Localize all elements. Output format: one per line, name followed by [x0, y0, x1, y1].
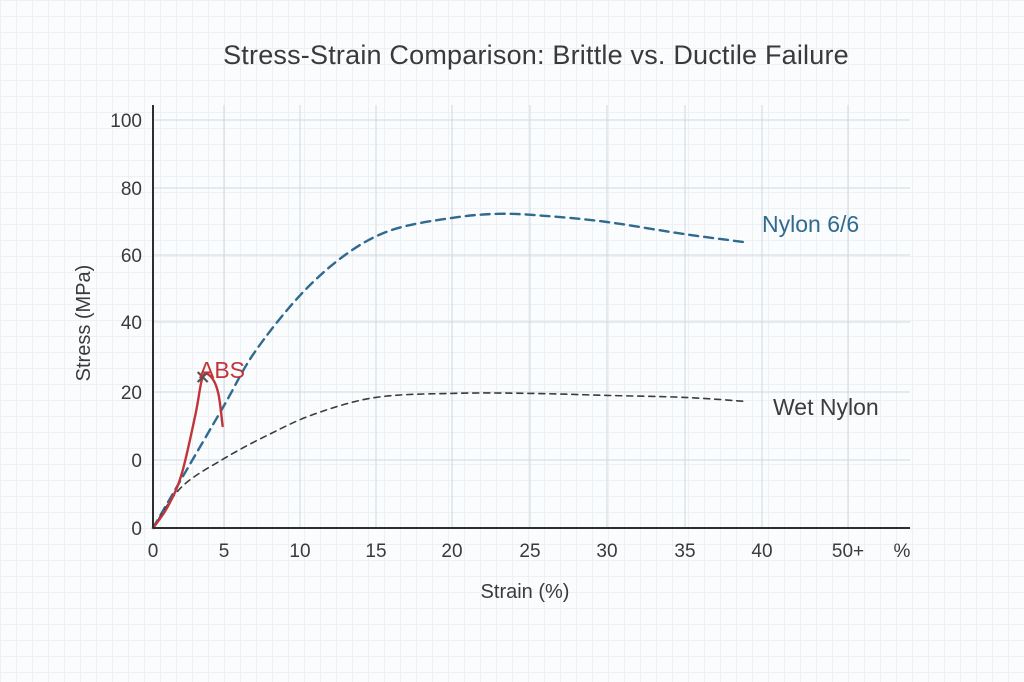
x-tick-label: 40 — [751, 541, 772, 562]
series-line-nylon-6-6 — [151, 212, 748, 530]
grid — [153, 105, 910, 528]
series-layer — [151, 212, 748, 530]
x-tick-labels: 0 5 10 15 20 25 30 35 40 50+% — [148, 541, 911, 562]
y-tick-label: 40 — [121, 313, 142, 334]
x-tick-label: 20 — [441, 541, 462, 562]
series-labels: Nylon 6/6 Wet Nylon ABS — [199, 211, 879, 420]
x-axis-label: Strain (%) — [481, 581, 570, 603]
y-tick-label: 0 — [131, 451, 142, 472]
series-label-wet-nylon: Wet Nylon — [773, 394, 879, 420]
x-tick-label: 25 — [519, 541, 540, 562]
y-tick-label: 20 — [121, 383, 142, 404]
y-tick-label: 0 — [131, 519, 142, 540]
axes — [152, 105, 910, 529]
x-tick-label: 0 — [148, 541, 159, 562]
series-label-nylon-6-6: Nylon 6/6 — [762, 211, 859, 237]
x-tick-label: 15 — [365, 541, 386, 562]
x-tick-label: % — [894, 541, 911, 562]
series-label-abs: ABS — [199, 357, 245, 383]
series-line-abs — [151, 372, 224, 530]
x-tick-label: 50+ — [832, 541, 864, 562]
x-tick-label: 5 — [219, 541, 230, 562]
y-tick-label: 60 — [121, 246, 142, 267]
fracture-marker — [196, 371, 209, 383]
series-line-wet-nylon — [152, 392, 748, 529]
x-tick-label: 10 — [289, 541, 310, 562]
y-tick-label: 80 — [121, 179, 142, 200]
x-tick-label: 30 — [596, 541, 617, 562]
y-axis-label: Stress (MPa) — [73, 265, 95, 382]
y-tick-label: 100 — [110, 111, 142, 132]
chart-title: Stress-Strain Comparison: Brittle vs. Du… — [223, 40, 849, 70]
x-tick-label: 35 — [674, 541, 695, 562]
y-tick-labels: 0 0 20 40 60 80 100 — [110, 111, 142, 540]
